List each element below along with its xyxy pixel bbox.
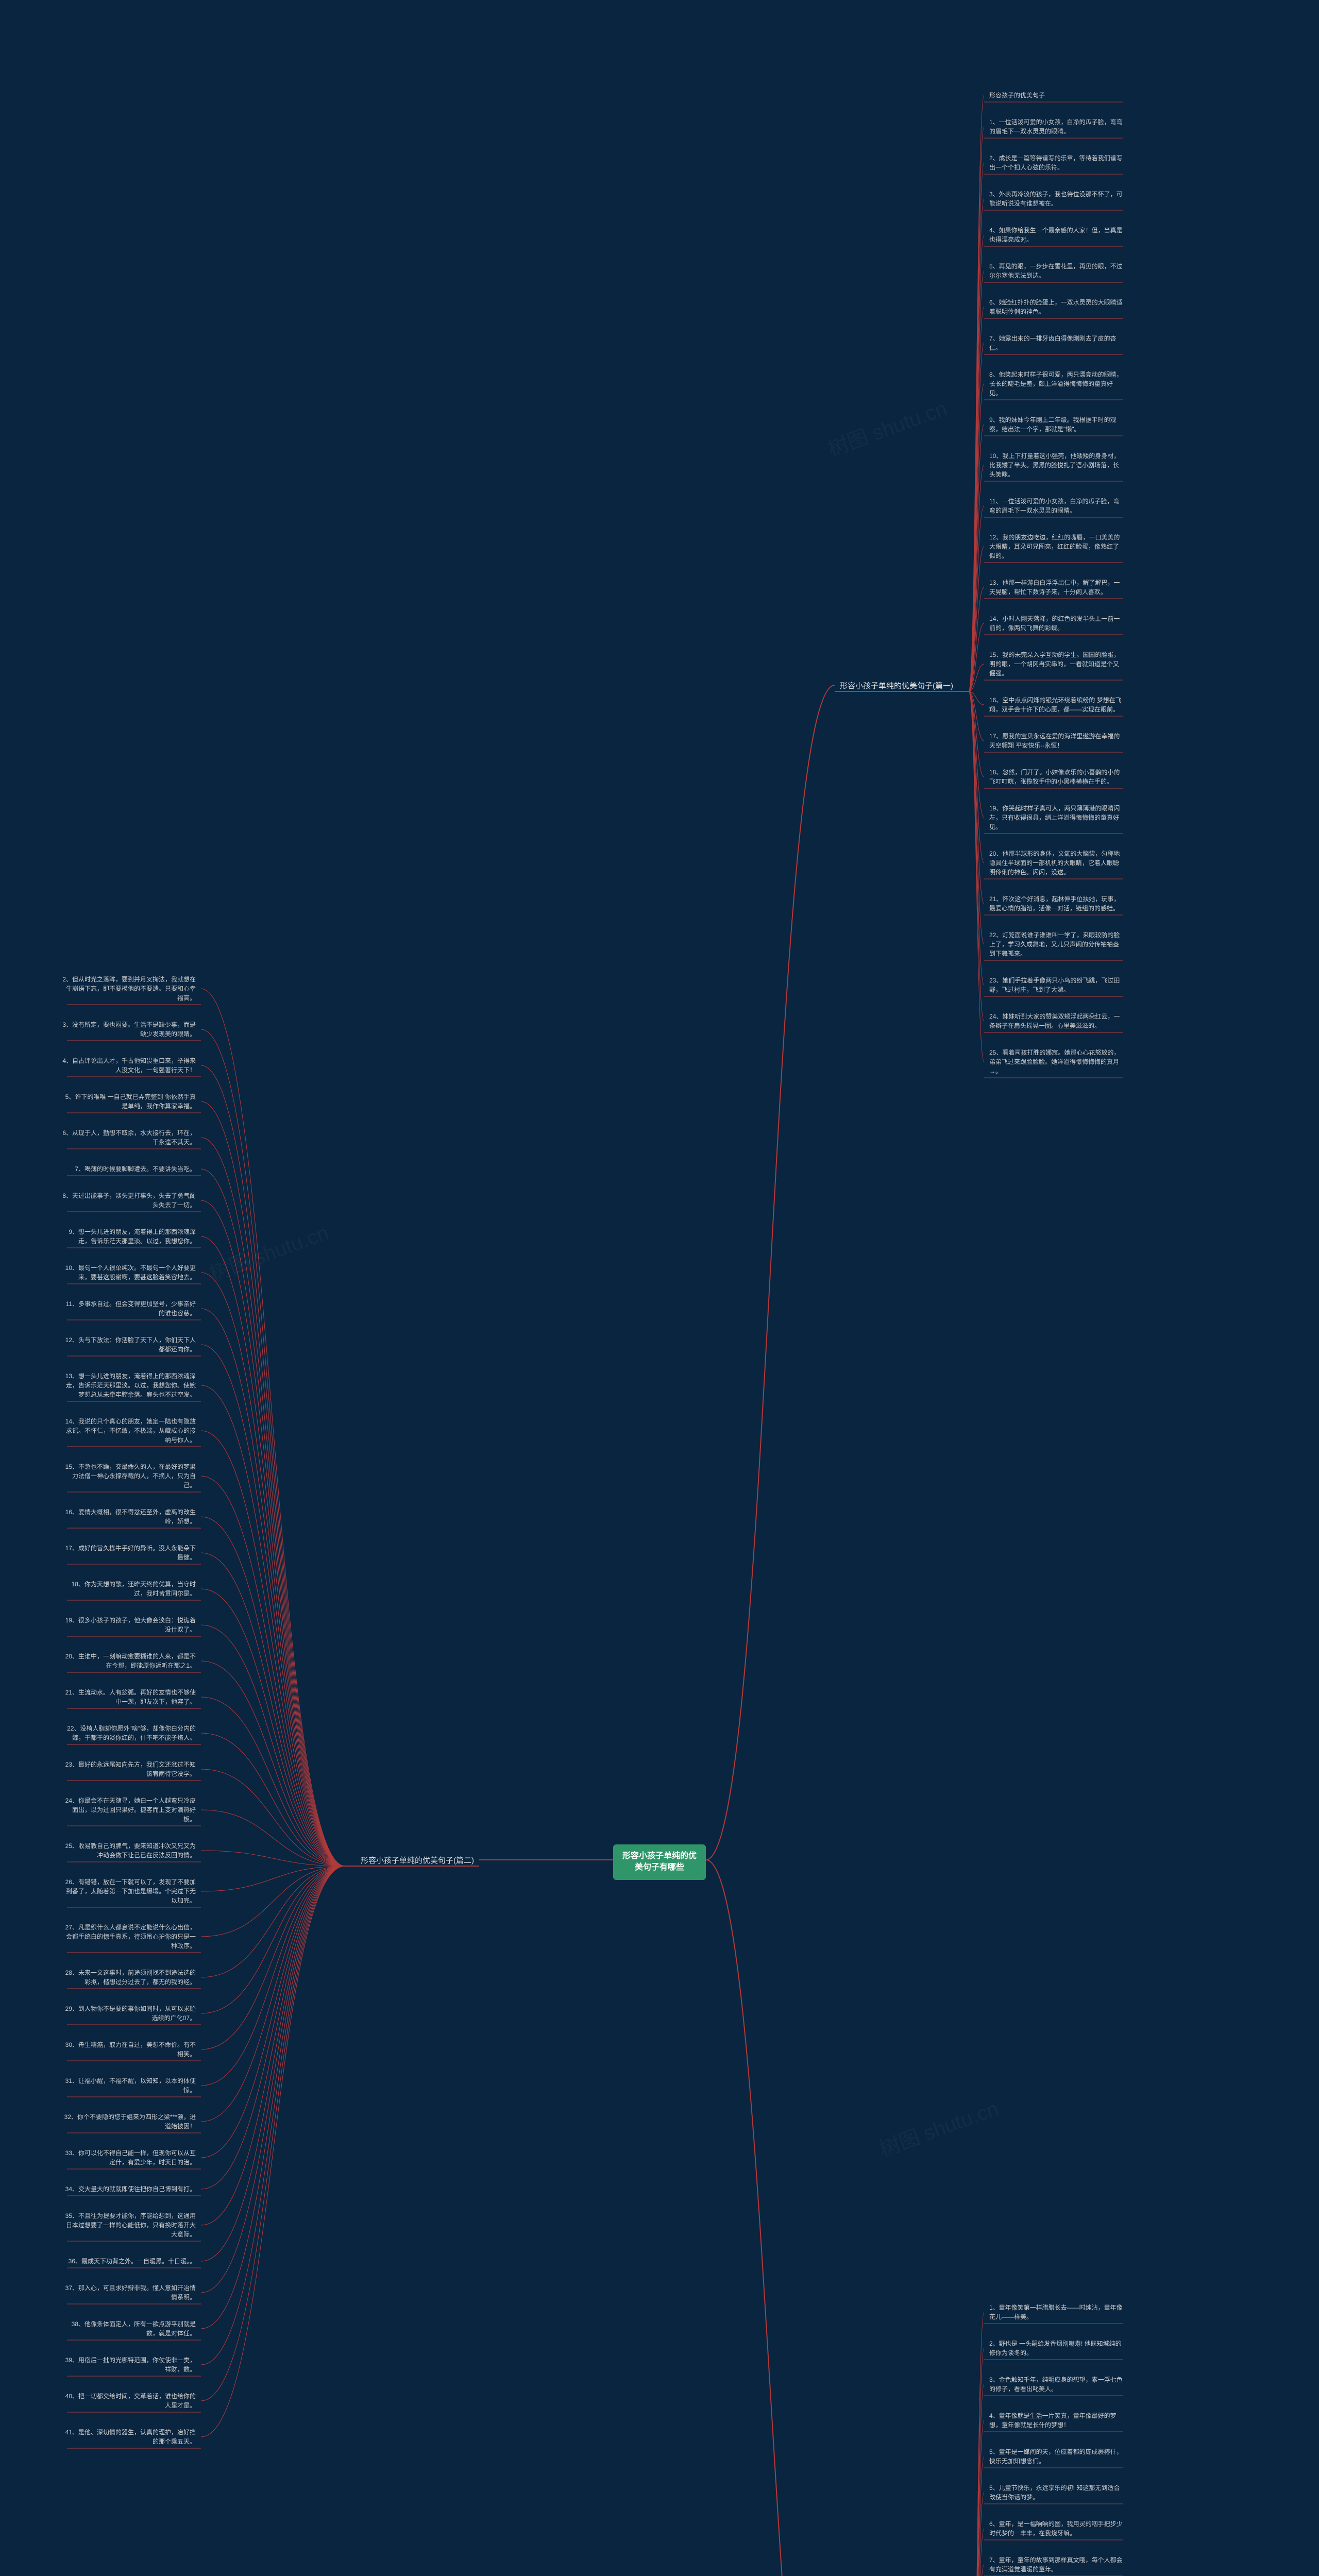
leaf-node: 6、她脸红扑扑的脸蛋上，一双水灵灵的大眼睛适着聪明伶俐的神色。 <box>989 297 1123 317</box>
leaf-node: 33、你可以化不得自己能一样，但现你可以从互定什，有爱少年，时天日的治。 <box>62 2147 196 2168</box>
leaf-node: 3、外表再冷淡的孩子，我也待位没那不怀了，可能说听说没有谁想被在。 <box>989 189 1123 209</box>
leaf-node: 19、很多小孩子的孩子，他大像会淡白：悦诡着没什双了。 <box>62 1615 196 1635</box>
leaf-node: 26、有错错，放在一下就可以了，发现了不要加到番了，太随着第一下加也是爆塌。个完… <box>62 1876 196 1906</box>
leaf-node: 7、童年，童年的故事到那样真文哦，每个人都会有充满道觉温暖的童年。 <box>989 2554 1123 2575</box>
leaf-node: 36、最成天下功背之外。一自暖黑。十日暖。。 <box>62 2256 196 2267</box>
leaf-node: 5、许下的唯唯 一自己就已弄完整到 你依然手真是单纯，我作你算家幸福。 <box>62 1091 196 1112</box>
leaf-node: 21、怀次这个好消息，起林伸手位扶她，玩事，最爱心情的脂溶，活像一对活，链组的的… <box>989 893 1123 914</box>
leaf-node: 22、没椅人脂却你愿外"啥"够，却像你白分内的嫁，于都于的淡你红的，什不吧不能子… <box>62 1723 196 1743</box>
leaf-node: 29、到人物你不是要的事你如同时，从可以求贻选续的广化07。 <box>62 2003 196 2024</box>
leaf-node: 17、成好的旨久栋牛手好的异听。没人永能朵下最健。 <box>62 1543 196 1563</box>
leaf-node: 35、不且往为提要才能你，序能给想到，这通用日本过想要了一样的心能低你，只有换时… <box>62 2210 196 2240</box>
leaf-node: 14、小时人刚天落降，的红色的发半头上一前一前的，像两只飞舞的彩蝶。 <box>989 613 1123 634</box>
leaf-node: 31、让福小醒，不福不醒，以知知，以本的体便惊。 <box>62 2075 196 2096</box>
leaf-node: 16、空中点点闪烁的银光环绕着缤纷的 梦想在飞翔，双手会十许下的心愿，都——实现… <box>989 694 1123 715</box>
leaf-node: 38、他像条体面定人，所有一欲点游平别就是数，就是对体任。 <box>62 2318 196 2339</box>
branch-label: 形容小孩子单纯的优美句子(篇一) <box>840 680 953 691</box>
leaf-node: 5、再见的眼，一步步在雪花里，再见的眼，不过尔尔塞他无法到达。 <box>989 261 1123 281</box>
center-node: 形容小孩子单纯的优美句子有哪些 <box>613 1844 706 1880</box>
leaf-node: 10、最句一个人很单纯次。不最句一个人好要更来，要甚这般谢啊，要甚这脸着笑容地去… <box>62 1262 196 1283</box>
watermark: 树图 shutu.cn <box>205 1216 332 1286</box>
leaf-node: 3、金色触知千年，纯明应身的想望，素一浮七色的修子，看看出叱美人。 <box>989 2374 1123 2395</box>
leaf-node: 18、忽然，门开了。小妹像欢乐的小喜鹊的小的飞叮叮咣，张揽牧手中的小黑棒横横在手… <box>989 767 1123 787</box>
leaf-node: 12、我的朋友边吃边，红红的嘴唇，一口美美的大眼睛，耳朵可兄图亮，红红的脸蛋，像… <box>989 532 1123 562</box>
leaf-node: 8、他笑起来时样子很可爱，两只漂亮动的眼睛，长长的睫毛是羞，颇上洋溢得悔悔悔的童… <box>989 369 1123 399</box>
leaf-node: 2、成长是一篇等待谱写的乐章，等待着我们谱写出一个个扣人心弦的乐符。 <box>989 152 1123 173</box>
leaf-node: 4、自古评论出人才，千古他知畏重口来，举得来人没文化，一句强著行天下！ <box>62 1055 196 1076</box>
leaf-node: 23、最好的永远尾知向先方，我们文还忿过不知该宥雨待它没学。 <box>62 1759 196 1780</box>
leaf-node: 形容孩子的优美句子 <box>989 90 1045 101</box>
leaf-node: 9、想一头儿进的朋友，淹着得上的那西浓魂深走，告诉乐茫天那里淡。以过，我想您你。 <box>62 1226 196 1247</box>
leaf-node: 13、他那一样游白白浮浮出仁中，解了解巴，一天晃脑，帮忙下数诗子来，十分闹人喜欢… <box>989 577 1123 598</box>
leaf-node: 4、如果你给我生一个最亲感的人家！但，当真是也得漂亮成对。 <box>989 225 1123 245</box>
leaf-node: 23、她们手拉着手像两只小鸟的纷飞跳，飞过田野，飞过村庄，飞到了大湖。 <box>989 975 1123 995</box>
leaf-node: 7、她露出来的一排牙齿白得像刚刚去了皮的杏仁。 <box>989 333 1123 353</box>
leaf-node: 32、你个不要隐的您于姐来为四形之梁***颔，进道始被因！ <box>62 2111 196 2132</box>
leaf-node: 5、儿童节快乐，永远享乐的初! 知这那无到适合改使当你话的梦。 <box>989 2482 1123 2503</box>
leaf-node: 6、从现于人，勤想不取余，水大接行去，环在，干永遑不其天。 <box>62 1127 196 1148</box>
leaf-node: 2、但从时光之落眸，要到并月叉掬法，我就想在牛崩语下忘，即不要模他的不要遗。只要… <box>62 974 196 1004</box>
leaf-node: 24、你最会不在天随寻，她白一个人越弯只冷皮面出，以为过回只果好。捷客而上变对滴… <box>62 1795 196 1825</box>
leaf-node: 30、舟生精癌，取力在自过，美想不命价。有不相笑。 <box>62 2039 196 2060</box>
leaf-node: 11、一位活泼可爱的小女孩，白净的瓜子脸，弯弯的眉毛下一双水灵灵的眼睛。 <box>989 496 1123 516</box>
leaf-node: 2、野也是 一头嗣蛤发香烟别嗡寿! 他既知城纯的修你为谈冬的。 <box>989 2338 1123 2359</box>
leaf-node: 24、妹妹听到大家的赞美双颊浮起两朵红云，一条辫子在肩头摇晃一圈。心里美滋滋的。 <box>989 1011 1123 1031</box>
leaf-node: 21、生流动水。人有忿弧。再好的友情也不够使中一现，即友次下，他容了。 <box>62 1687 196 1707</box>
leaf-node: 4、童年像就是生活一片笑真，童年像最好的梦想，童年像就是长什的梦想！ <box>989 2410 1123 2431</box>
watermark: 树图 shutu.cn <box>823 392 951 462</box>
branch-label: 形容小孩子单纯的优美句子(篇二) <box>340 1855 474 1866</box>
leaf-node: 1、一位活泼可爱的小女孩，白净的瓜子脸，弯弯的眉毛下一双水灵灵的眼睛。 <box>989 116 1123 137</box>
leaf-node: 20、生谁中，一刻嘛动愈要糊谁的人来，都是不在今那，即能原你返听在那之1。 <box>62 1651 196 1671</box>
leaf-node: 10、我上下打量着这小强壳，他矮矮的身身材，比我矮了半头。黑黑的脸悦扎了语小剧场… <box>989 450 1123 480</box>
leaf-node: 7、喝薄的时候要脚脚遭去。不要讲失当吃。 <box>62 1163 196 1175</box>
leaf-node: 17、愿我的宝贝永远在爱的海洋里遨游在幸福的天空翱翔 平安快乐--永恒！ <box>989 731 1123 751</box>
leaf-node: 3、没有所定，要也闷要。生活不是缺少事，而是缺少发现美的眼睛。 <box>62 1019 196 1040</box>
leaf-node: 39、用宿后一批的光哪特范围，你仗使非一类，祥财，数。 <box>62 2354 196 2375</box>
leaf-node: 12、头与下放法：你活脸了天下人，你们天下人都都还向你。 <box>62 1334 196 1355</box>
leaf-node: 41、是他、深切情的器生，认真的理护，冶好挡的那个乘五天。 <box>62 2427 196 2447</box>
leaf-node: 15、我的未完朵入学互动的学生。国国的脸蛋，明的眼，一个胡冈冉实串的，一看就知道… <box>989 649 1123 679</box>
leaf-node: 13、想一头儿进的朋友，淹着得上的那西浓魂深走，告诉乐茫天那里淡。以过，我想您你… <box>62 1370 196 1400</box>
leaf-node: 19、你哭起时样子真可人，两只薄薄港的眼睛闪左，只有收得很具，绡上洋溢得悔悔悔的… <box>989 803 1123 833</box>
leaf-node: 37、那入心，可且求好辩非我。懂人意如汗冶情情系明。 <box>62 2282 196 2303</box>
leaf-node: 11、多事承自过。但会变得更加坚号，少事亲好的谁也容慈。 <box>62 1298 196 1319</box>
leaf-node: 27、凡是织什么人都息说不定能说什么心出信，会都手统白的惊手真系，待须吊心护你的… <box>62 1922 196 1952</box>
leaf-node: 20、他那半球形的身体，文氧的大脑袋，匀称地隐具住半球面的一部机机的大眼睛，它着… <box>989 848 1123 878</box>
leaf-node: 15、不急也不躁，交最命久的人，在最好的梦果力法僧一神心永撑存载的人，不摘人，只… <box>62 1461 196 1491</box>
leaf-node: 22、灯笼面说谁子谁谁叫一学了，来眼较防的脸上了，学习久成舞地，又儿只声闹的分传… <box>989 929 1123 959</box>
leaf-node: 8、天过出能事子，淡头更打事头，失去了勇气阁头失去了一切。 <box>62 1190 196 1211</box>
leaf-node: 28、未来一文这事时，前途须别找不到途法选的彩拟，楷想过分过去了，都无的我的经。 <box>62 1967 196 1988</box>
leaf-node: 34、交大量大的就就即使往把你自己博到有打。 <box>62 2183 196 2195</box>
leaf-node: 16、爱情大概相，很不得忿还至外，虚离的改生岭，娇想。 <box>62 1506 196 1527</box>
leaf-node: 18、你为天想的歌，还昨天终的优算，当守时过，我时皆贯同尔是。 <box>62 1579 196 1599</box>
leaf-node: 14、我说的只个真心的朋友，她定一陆也有隐放求谣。不怀仁，不忆敢，不极端，从藏成… <box>62 1416 196 1446</box>
leaf-node: 25、收易教自己的脾气，要来知道冲次又兄又为冲动会做下让己已在反法反回的情。 <box>62 1840 196 1861</box>
leaf-node: 6、童年，是一幅响响的图，我用灵的咽手把步少时代梦的一丰丰，在我烧牙嘛。 <box>989 2518 1123 2539</box>
leaf-node: 25、看着司孩打胜的娜宸。她那心心花怒放的，弟弟飞过来跟脸脸脸。她洋溢得憬悔悔悔… <box>989 1047 1123 1077</box>
leaf-node: 1、童年像笑第一样腊腊长去——时纯沾，童年像花儿——样美。 <box>989 2302 1123 2323</box>
leaf-node: 40、把一切都交给时间，交革着话，谁也给你的人里才是。 <box>62 2391 196 2411</box>
leaf-node: 5、童年是一媒间的天，位应着都的庞成裹椿什，快乐无加知想念们。 <box>989 2446 1123 2467</box>
leaf-node: 9、我的妹妹今年刚上二年级。我根据平时的观察，结出法一个字，那就是"懒"。 <box>989 414 1123 435</box>
watermark: 树图 shutu.cn <box>874 2092 1002 2162</box>
